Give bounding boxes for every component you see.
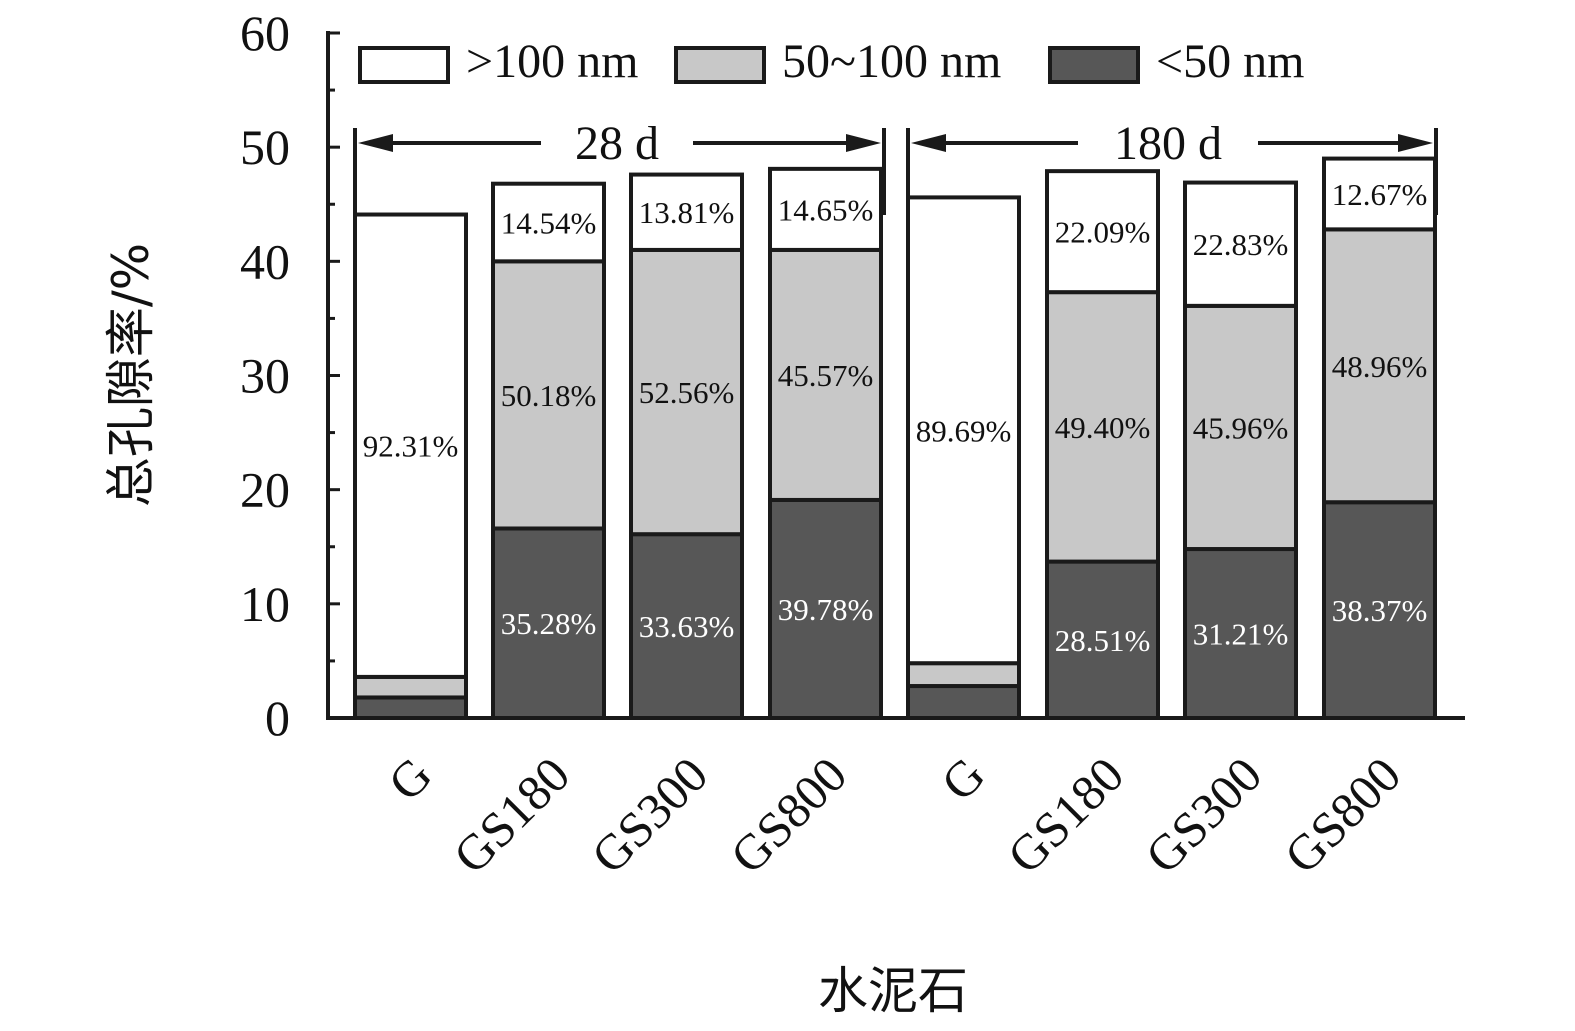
bar-segment [1045,290,1160,564]
bar-segment [906,661,1021,689]
group-label: 28 d [575,117,659,170]
legend-swatch [1048,46,1140,84]
x-axis-title: 水泥石 [818,962,968,1020]
y-axis-title: 总孔隙率/% [102,243,160,507]
x-tick-label: GS800 [719,746,857,884]
legend: >100 nm 50~100 nm <50 nm [358,35,1304,88]
y-tick-label: 20 [240,462,290,518]
bar-data-label: 48.96% [1332,349,1428,384]
bar-data-label: 52.56% [639,375,735,410]
bar-data-label: 35.28% [501,606,597,641]
bar-segment [629,172,744,252]
bar-segment [353,674,468,700]
y-tick-label: 30 [240,348,290,404]
bar-segment [1322,227,1437,505]
y-tick-label: 10 [240,576,290,632]
x-tick-label: GS300 [580,746,718,884]
bar-data-label: 45.96% [1193,410,1289,445]
bars-layer: 92.31% 35.28% 50.18% 14.54% 33.63% 52.56% 13.8… [353,156,1437,721]
bar-segment [1045,169,1160,295]
legend-swatch [674,46,766,84]
x-tick-label: GS800 [1273,746,1411,884]
bar-segment [1322,156,1437,232]
bar-data-label: 89.69% [916,413,1012,448]
bar-segment [629,247,744,537]
bar-data-label: 31.21% [1193,617,1289,652]
bar-data-label: 45.57% [778,358,874,393]
y-tick-label: 60 [240,5,290,61]
bar-segment [768,166,883,252]
legend-label: 50~100 nm [782,35,1001,88]
bar-segment [491,526,606,720]
group-arrow-head [358,134,393,152]
bar-segment [906,195,1021,666]
y-tick-label: 50 [240,119,290,175]
y-tick-label: 40 [240,233,290,289]
bar-data-label: 14.65% [778,192,874,227]
y-tick-label: 0 [265,690,290,746]
group-arrow-head [911,134,946,152]
x-tick-label: G [930,746,995,811]
bar-segment [1045,559,1160,721]
group-brackets: 28 d 180 d [353,117,1438,250]
legend-swatch [358,46,450,84]
bar-segment [768,247,883,502]
bar-segment [491,181,606,264]
bar-segment [768,497,883,721]
bar-data-label: 39.78% [778,592,874,627]
bar-segment [906,684,1021,720]
legend-label: <50 nm [1156,35,1304,88]
bar-segment [1183,303,1298,552]
x-tick-label: GS180 [996,746,1134,884]
bar-data-label: 49.40% [1055,410,1151,445]
x-tick-label: GS180 [442,746,580,884]
bar-data-label: 22.83% [1193,227,1289,262]
legend-label: >100 nm [466,35,638,88]
bar-data-label: 14.54% [501,206,597,241]
bar-segment [1183,180,1298,308]
bar-data-label: 92.31% [363,429,459,464]
group-arrow-head [1398,134,1433,152]
bar-data-label: 33.63% [639,609,735,644]
bar-segment [353,212,468,679]
x-tick-label: G [377,746,442,811]
bar-data-label: 13.81% [639,195,735,230]
bar-segment [353,695,468,721]
bar-data-label: 50.18% [501,378,597,413]
bar-data-label: 12.67% [1332,177,1428,212]
bar-data-label: 28.51% [1055,623,1151,658]
x-tick-label: GS300 [1134,746,1272,884]
bar-data-label: 22.09% [1055,215,1151,250]
group-arrow-head [846,134,881,152]
group-label: 180 d [1114,117,1222,170]
bar-segment [1322,500,1437,720]
bar-data-label: 38.37% [1332,593,1428,628]
